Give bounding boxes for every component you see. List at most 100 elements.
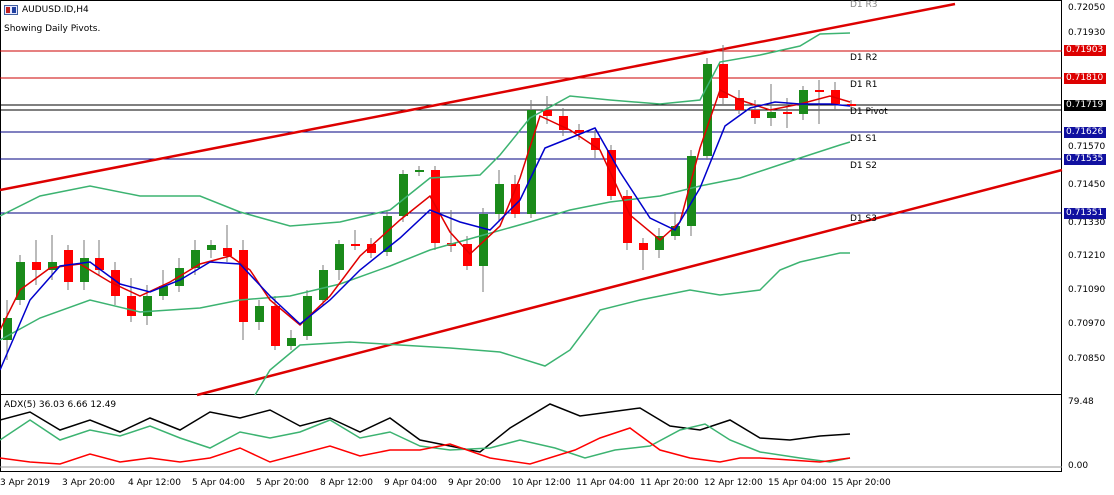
- candle-body: [799, 90, 808, 114]
- candle-body: [80, 258, 89, 282]
- time-tick: 11 Apr 20:00: [640, 478, 699, 488]
- candle-body: [239, 250, 248, 322]
- time-tick: 5 Apr 20:00: [256, 478, 309, 488]
- time-tick: 9 Apr 04:00: [384, 478, 437, 488]
- price-tick: 0.70850: [1068, 354, 1106, 364]
- candle-body: [479, 214, 488, 266]
- time-tick: 3 Apr 2019: [0, 478, 50, 488]
- pivot-label-s2: D1 S2: [850, 161, 877, 171]
- price-tick: 0.71330: [1068, 218, 1106, 228]
- candle-body: [16, 262, 25, 300]
- adx-minus-di-line: [0, 427, 851, 465]
- candle-body: [815, 90, 824, 92]
- time-tick: 5 Apr 04:00: [192, 478, 245, 488]
- bollinger-middle: [0, 141, 851, 341]
- bollinger-lower: [254, 252, 850, 396]
- candle-body: [111, 270, 120, 296]
- pivot-label-r1: D1 R1: [850, 80, 878, 90]
- candle-body: [415, 170, 424, 172]
- price-tag-r1: 0.71810: [1064, 73, 1106, 84]
- pivot-label-s1: D1 S1: [850, 134, 877, 144]
- candle-body: [32, 262, 41, 270]
- time-tick: 11 Apr 04:00: [576, 478, 635, 488]
- candle-body: [159, 286, 168, 296]
- candle-body: [495, 184, 504, 214]
- candle-body: [95, 258, 104, 270]
- price-tick: 0.72050: [1068, 3, 1106, 13]
- candle-body: [367, 244, 376, 253]
- pivot-label-s3: D1 S3: [850, 214, 877, 224]
- price-tick: 0.71090: [1068, 285, 1106, 295]
- time-tick: 3 Apr 20:00: [62, 478, 115, 488]
- time-tick: 9 Apr 20:00: [448, 478, 501, 488]
- candle-body: [559, 116, 568, 130]
- pivot-label-r2: D1 R2: [850, 53, 878, 63]
- ma-slow-line: [0, 101, 851, 371]
- candle-body: [143, 296, 152, 316]
- candle-body: [703, 64, 712, 156]
- price-tick: 0.71210: [1068, 251, 1106, 261]
- price-tag-s3: 0.71351: [1064, 208, 1106, 219]
- bollinger-upper: [0, 32, 851, 227]
- candle-body: [511, 184, 520, 214]
- candle-body: [335, 244, 344, 270]
- pivot-label-pivot: D1 Pivot: [850, 107, 888, 117]
- time-tick: 4 Apr 12:00: [128, 478, 181, 488]
- price-axis[interactable]: 0.72050 0.71930 0.71570 0.71450 0.71330 …: [1062, 0, 1114, 472]
- channel-upper-line: [0, 2, 956, 192]
- candle-body: [463, 244, 472, 266]
- price-tag-current: 0.71719: [1064, 100, 1106, 111]
- main-chart-panel[interactable]: [0, 0, 1062, 395]
- price-tick: 0.70970: [1068, 319, 1106, 329]
- candle-body: [607, 150, 616, 196]
- candle-body: [351, 244, 360, 246]
- candle-body: [191, 250, 200, 268]
- candle-body: [383, 216, 392, 252]
- candle-body: [751, 110, 760, 118]
- candle-body: [847, 104, 856, 106]
- time-tick: 15 Apr 04:00: [768, 478, 827, 488]
- candle-body: [543, 110, 552, 116]
- candle-body: [527, 110, 536, 214]
- candle-body: [303, 296, 312, 336]
- adx-plus-di-line: [0, 419, 851, 463]
- candle-body: [767, 112, 776, 118]
- time-tick: 12 Apr 12:00: [704, 478, 763, 488]
- candle-body: [687, 156, 696, 226]
- adx-label: ADX(5) 36.03 6.66 12.49: [4, 400, 117, 410]
- candle-body: [671, 226, 680, 236]
- candle-body: [655, 236, 664, 250]
- candle-body: [623, 196, 632, 243]
- candle-body: [3, 318, 12, 340]
- candle-body: [48, 262, 57, 270]
- candle-body: [719, 64, 728, 98]
- candle-body: [207, 245, 216, 250]
- time-axis[interactable]: 3 Apr 2019 3 Apr 20:00 4 Apr 12:00 5 Apr…: [0, 472, 1114, 495]
- candle-body: [399, 174, 408, 216]
- candle-body: [255, 306, 264, 322]
- candle-body: [735, 98, 744, 110]
- candle-body: [319, 270, 328, 300]
- candle-body: [271, 306, 280, 346]
- price-tick: 0.71930: [1068, 28, 1106, 38]
- candle-body: [591, 138, 600, 150]
- price-tick: 0.71570: [1068, 142, 1106, 152]
- channel-lower-line: [196, 168, 1063, 397]
- adx-min-label: 0.00: [1068, 461, 1089, 471]
- candle-body: [287, 338, 296, 346]
- candle-body: [783, 112, 792, 114]
- candle-body: [127, 296, 136, 316]
- price-tag-s1: 0.71626: [1064, 127, 1106, 138]
- pivot-info-text: Showing Daily Pivots.: [4, 24, 101, 34]
- time-tick: 15 Apr 20:00: [832, 478, 891, 488]
- candle-body: [639, 243, 648, 250]
- adx-line: [0, 403, 851, 453]
- time-tick: 8 Apr 12:00: [320, 478, 373, 488]
- adx-indicator-panel[interactable]: [0, 395, 1062, 472]
- adx-max-label: 79.48: [1068, 397, 1094, 407]
- symbol-title: AUDUSD.ID,H4: [22, 5, 89, 15]
- price-tag-r2: 0.71903: [1064, 45, 1106, 56]
- price-tick: 0.71450: [1068, 180, 1106, 190]
- candle-body: [575, 130, 584, 133]
